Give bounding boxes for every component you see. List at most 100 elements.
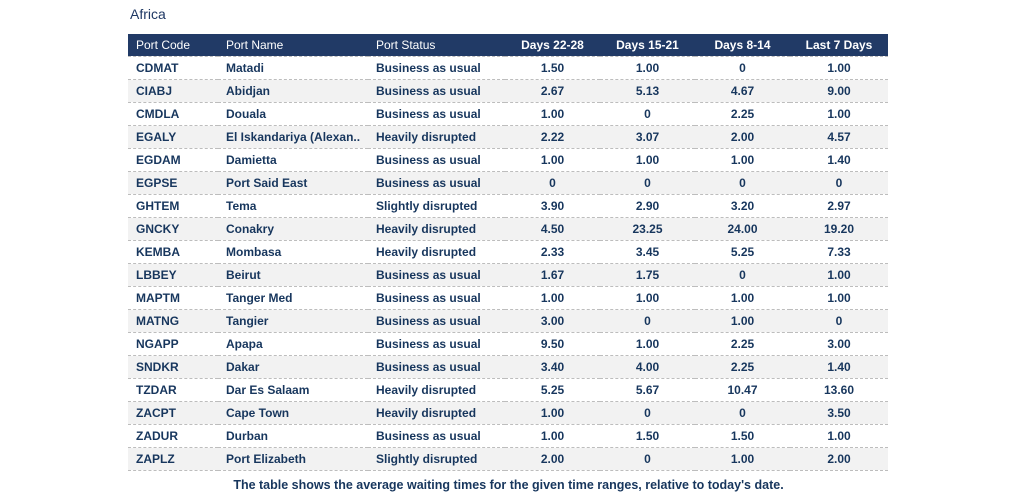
last-7-days-cell: 1.00 — [790, 56, 888, 80]
last-7-days-cell: 1.40 — [790, 148, 888, 172]
table-row: CMDLA Douala Business as usual 1.00 0 2.25 1.0… — [128, 102, 888, 126]
port-status-cell: Heavily disrupted — [368, 125, 505, 149]
days-15-21-cell: 1.00 — [600, 56, 695, 80]
port-name-cell: Port Said East — [218, 171, 368, 195]
table-row: TZDAR Dar Es Salaam Heavily disrupted 5.25 5… — [128, 378, 888, 402]
port-name-cell: Beirut — [218, 263, 368, 287]
port-name-cell: Damietta — [218, 148, 368, 172]
port-name-cell: Apapa — [218, 332, 368, 356]
last-7-days-cell: 19.20 — [790, 217, 888, 241]
port-name-cell: Dar Es Salaam — [218, 378, 368, 402]
port-name-cell: Matadi — [218, 56, 368, 80]
port-code-cell: MATNG — [128, 309, 218, 333]
days-22-28-cell: 1.00 — [505, 286, 600, 310]
table-row: CDMAT Matadi Business as usual 1.50 1.00 0 1.0… — [128, 56, 888, 80]
port-status-cell: Heavily disrupted — [368, 240, 505, 264]
table-row: MAPTM Tanger Med Business as usual 1.00 1.00… — [128, 286, 888, 310]
days-22-28-cell: 2.67 — [505, 79, 600, 103]
page-title: Africa — [130, 6, 166, 22]
days-8-14-cell: 1.00 — [695, 309, 790, 333]
port-code-cell: KEMBA — [128, 240, 218, 264]
table-row: EGPSE Port Said East Business as usual 0 0 0 0 — [128, 171, 888, 195]
column-header-port-code: Port Code — [128, 34, 218, 57]
port-status-cell: Business as usual — [368, 79, 505, 103]
port-code-cell: EGDAM — [128, 148, 218, 172]
table-header-row: Port Code Port Name Port Status Days 22-… — [128, 34, 888, 57]
days-22-28-cell: 3.00 — [505, 309, 600, 333]
last-7-days-cell: 1.00 — [790, 424, 888, 448]
days-8-14-cell: 10.47 — [695, 378, 790, 402]
port-name-cell: Conakry — [218, 217, 368, 241]
days-15-21-cell: 0 — [600, 309, 695, 333]
days-15-21-cell: 1.00 — [600, 148, 695, 172]
port-code-cell: TZDAR — [128, 378, 218, 402]
days-15-21-cell: 2.90 — [600, 194, 695, 218]
days-8-14-cell: 5.25 — [695, 240, 790, 264]
port-code-cell: CMDLA — [128, 102, 218, 126]
table-row: SNDKR Dakar Business as usual 3.40 4.00 2.25 1… — [128, 355, 888, 379]
table-row: ZACPT Cape Town Heavily disrupted 1.00 0 0 3.5… — [128, 401, 888, 425]
days-22-28-cell: 2.22 — [505, 125, 600, 149]
column-header-port-name: Port Name — [218, 34, 368, 57]
table-row: KEMBA Mombasa Heavily disrupted 2.33 3.45 5.2… — [128, 240, 888, 264]
port-status-cell: Heavily disrupted — [368, 401, 505, 425]
table-body: CDMAT Matadi Business as usual 1.50 1.00 0 1.0… — [128, 56, 888, 471]
table-header: Port Code Port Name Port Status Days 22-… — [128, 34, 888, 57]
port-name-cell: Mombasa — [218, 240, 368, 264]
port-code-cell: CIABJ — [128, 79, 218, 103]
last-7-days-cell: 2.00 — [790, 447, 888, 471]
port-name-cell: Douala — [218, 102, 368, 126]
days-15-21-cell: 0 — [600, 102, 695, 126]
table-row: ZADUR Durban Business as usual 1.00 1.50 1.50… — [128, 424, 888, 448]
port-name-cell: Cape Town — [218, 401, 368, 425]
port-code-cell: LBBEY — [128, 263, 218, 287]
port-status-cell: Business as usual — [368, 424, 505, 448]
last-7-days-cell: 1.00 — [790, 263, 888, 287]
table-row: NGAPP Apapa Business as usual 9.50 1.00 2.25 3… — [128, 332, 888, 356]
port-name-cell: Tema — [218, 194, 368, 218]
days-8-14-cell: 0 — [695, 263, 790, 287]
port-status-cell: Heavily disrupted — [368, 217, 505, 241]
port-waiting-times-table: Port Code Port Name Port Status Days 22-… — [128, 34, 888, 471]
port-code-cell: ZAPLZ — [128, 447, 218, 471]
port-status-cell: Business as usual — [368, 286, 505, 310]
days-15-21-cell: 1.50 — [600, 424, 695, 448]
table-row: EGDAM Damietta Business as usual 1.00 1.00 1.… — [128, 148, 888, 172]
last-7-days-cell: 0 — [790, 309, 888, 333]
port-code-cell: ZACPT — [128, 401, 218, 425]
days-15-21-cell: 3.45 — [600, 240, 695, 264]
days-22-28-cell: 1.00 — [505, 401, 600, 425]
days-8-14-cell: 1.00 — [695, 447, 790, 471]
port-code-cell: NGAPP — [128, 332, 218, 356]
last-7-days-cell: 0 — [790, 171, 888, 195]
last-7-days-cell: 1.40 — [790, 355, 888, 379]
port-code-cell: ZADUR — [128, 424, 218, 448]
days-8-14-cell: 1.50 — [695, 424, 790, 448]
table-row: CIABJ Abidjan Business as usual 2.67 5.13 4.6… — [128, 79, 888, 103]
days-15-21-cell: 3.07 — [600, 125, 695, 149]
days-8-14-cell: 24.00 — [695, 217, 790, 241]
column-header-last-7-days: Last 7 Days — [790, 34, 888, 57]
last-7-days-cell: 3.50 — [790, 401, 888, 425]
port-name-cell: Abidjan — [218, 79, 368, 103]
days-15-21-cell: 1.75 — [600, 263, 695, 287]
port-status-cell: Business as usual — [368, 332, 505, 356]
port-status-cell: Business as usual — [368, 263, 505, 287]
days-8-14-cell: 3.20 — [695, 194, 790, 218]
last-7-days-cell: 1.00 — [790, 286, 888, 310]
days-22-28-cell: 2.33 — [505, 240, 600, 264]
port-status-cell: Business as usual — [368, 171, 505, 195]
port-status-cell: Business as usual — [368, 309, 505, 333]
days-22-28-cell: 1.67 — [505, 263, 600, 287]
days-15-21-cell: 4.00 — [600, 355, 695, 379]
port-code-cell: SNDKR — [128, 355, 218, 379]
days-8-14-cell: 2.25 — [695, 332, 790, 356]
table-row: MATNG Tangier Business as usual 3.00 0 1.00 0 — [128, 309, 888, 333]
days-8-14-cell: 0 — [695, 171, 790, 195]
port-status-cell: Business as usual — [368, 355, 505, 379]
last-7-days-cell: 9.00 — [790, 79, 888, 103]
days-22-28-cell: 3.90 — [505, 194, 600, 218]
days-22-28-cell: 3.40 — [505, 355, 600, 379]
last-7-days-cell: 4.57 — [790, 125, 888, 149]
days-22-28-cell: 4.50 — [505, 217, 600, 241]
